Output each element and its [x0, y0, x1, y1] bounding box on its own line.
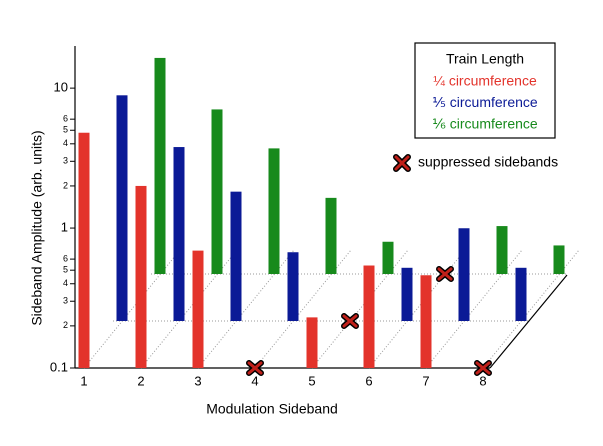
bar — [173, 147, 185, 321]
x-tick-label: 7 — [422, 373, 429, 388]
depth-guide — [83, 249, 181, 369]
y-tick-label: 5 — [63, 265, 68, 275]
y-tick-label: 3 — [63, 156, 68, 166]
bar — [192, 250, 204, 368]
legend-entry: ¼ circumference — [433, 73, 537, 89]
bar — [268, 148, 280, 274]
bar — [230, 191, 242, 321]
x-axis-label: Modulation Sideband — [206, 401, 338, 417]
y-tick-label: 2 — [63, 320, 68, 330]
legend-entry: ⅕ circumference — [432, 94, 538, 110]
bar — [306, 317, 318, 368]
x-tick-label: 3 — [194, 373, 201, 388]
bar — [401, 267, 413, 321]
x-tick-label: 1 — [80, 373, 87, 388]
y-axis-label: Sideband Amplitude (arb. units) — [29, 130, 45, 325]
y-tick-label: 6 — [63, 114, 68, 124]
y-tick-label: 4 — [63, 278, 68, 288]
bar — [515, 267, 527, 321]
bar — [458, 228, 470, 321]
x-tick-label: 8 — [479, 373, 486, 388]
y-tick-label: 0.1 — [50, 359, 68, 374]
bar — [325, 197, 337, 274]
bar — [154, 57, 166, 275]
bar — [363, 265, 375, 368]
x-tick-label: 5 — [308, 373, 315, 388]
bar — [496, 226, 508, 274]
bar — [135, 185, 147, 368]
y-tick-label: 5 — [63, 125, 68, 135]
bar — [116, 95, 128, 321]
bar — [211, 109, 223, 274]
y-tick-label: 6 — [63, 253, 68, 263]
bar — [382, 241, 394, 274]
y-tick-label: 2 — [63, 180, 68, 190]
legend-title: Train Length — [446, 51, 524, 67]
y-tick-label: 1 — [61, 220, 68, 235]
depth-axis-line — [489, 274, 568, 369]
x-tick-label: 4 — [251, 373, 258, 388]
bar — [287, 252, 299, 321]
bar — [420, 275, 432, 368]
y-tick-label: 10 — [54, 80, 68, 95]
suppressed-marker — [475, 361, 491, 375]
suppressed-marker — [342, 314, 358, 328]
x-tick-label: 2 — [137, 373, 144, 388]
annotation: suppressed sidebands — [418, 154, 558, 170]
x-tick-label: 6 — [365, 373, 372, 388]
suppressed-marker — [247, 361, 263, 375]
legend-box — [414, 42, 556, 139]
y-tick-label: 4 — [63, 138, 68, 148]
bar — [78, 132, 90, 368]
legend-entry: ⅙ circumference — [432, 116, 538, 132]
suppressed-icon-fill — [394, 155, 410, 171]
bar — [553, 245, 565, 274]
suppressed-marker — [437, 267, 453, 281]
y-tick-label: 3 — [63, 296, 68, 306]
